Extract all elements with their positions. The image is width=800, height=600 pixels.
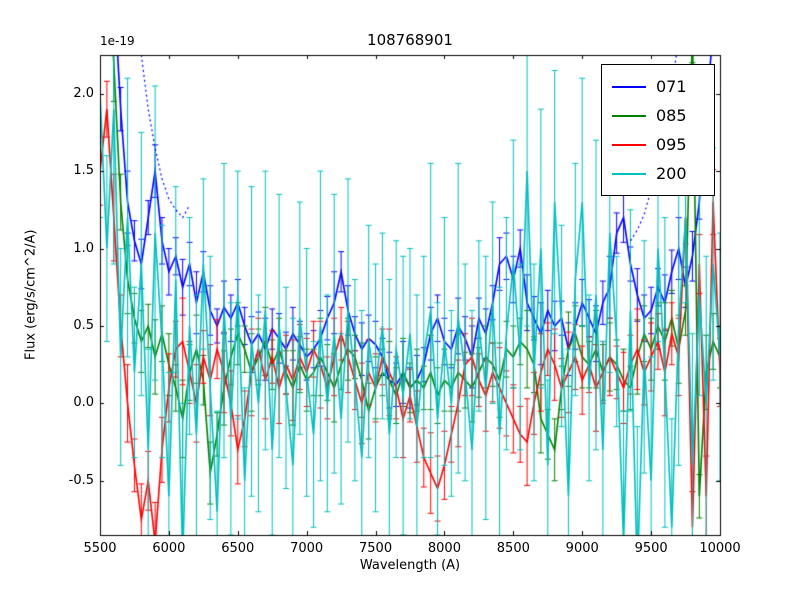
legend-label: 085 — [656, 105, 687, 125]
y-tick-label: 2.0 — [73, 85, 94, 101]
legend-item: 071 — [612, 72, 704, 101]
legend-line-swatch — [612, 143, 646, 146]
legend-item: 085 — [612, 101, 704, 130]
y-axis-offset-label: 1e-19 — [100, 34, 135, 48]
x-tick-label: 9000 — [565, 541, 599, 556]
legend-line-swatch — [612, 85, 646, 88]
legend-label: 071 — [656, 76, 687, 96]
x-tick-label: 9500 — [634, 541, 668, 556]
x-axis-label: Wavelength (A) — [359, 558, 461, 573]
x-tick-label: 10000 — [699, 541, 741, 556]
x-tick-label: 8500 — [496, 541, 530, 556]
plot-title: 108768901 — [367, 31, 453, 49]
legend-line-swatch — [612, 172, 646, 175]
legend-label: 095 — [656, 134, 687, 154]
y-tick-label: -0.5 — [68, 472, 94, 488]
y-tick-label: 1.0 — [73, 240, 94, 256]
x-tick-label: 6500 — [221, 541, 255, 556]
legend: 071 085 095 200 — [601, 64, 715, 196]
y-tick-label: 0.0 — [73, 395, 94, 411]
x-tick-label: 7000 — [290, 541, 324, 556]
x-tick-label: 7500 — [359, 541, 393, 556]
y-axis-label: Flux (erg/s/cm^2/A) — [23, 229, 39, 361]
x-tick-label: 6000 — [152, 541, 186, 556]
legend-item: 095 — [612, 130, 704, 159]
y-tick-label: 1.5 — [73, 163, 94, 179]
legend-item: 200 — [612, 159, 704, 188]
legend-label: 200 — [656, 163, 687, 183]
legend-line-swatch — [612, 114, 646, 117]
y-tick-label: 0.5 — [73, 317, 94, 333]
x-tick-label: 5500 — [83, 541, 117, 556]
x-tick-label: 8000 — [427, 541, 461, 556]
